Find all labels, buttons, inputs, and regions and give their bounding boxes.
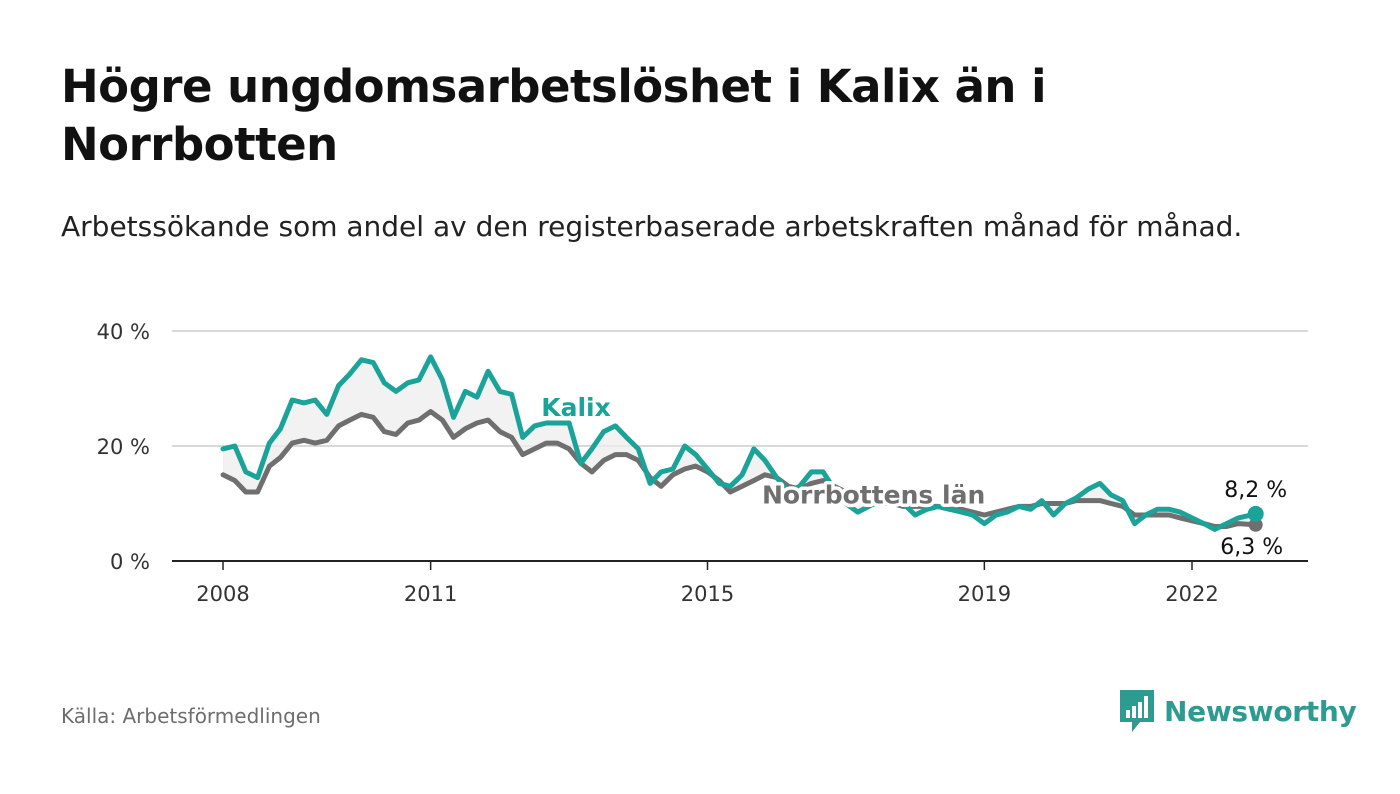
y-tick-label: 40 % xyxy=(97,320,150,344)
x-tick-label: 2019 xyxy=(958,582,1011,606)
series-line-kalix xyxy=(220,354,1259,532)
difference-area xyxy=(223,356,1256,530)
y-tick-label: 0 % xyxy=(110,550,150,574)
chart-subtitle: Arbetssökande som andel av den registerb… xyxy=(61,210,1243,243)
brand-logo: Newsworthy xyxy=(1118,688,1357,734)
y-tick-label: 20 % xyxy=(97,435,150,459)
end-point-norrbotten xyxy=(1248,517,1263,532)
newsworthy-logo-icon xyxy=(1120,690,1154,732)
end-point-kalix xyxy=(1247,505,1264,522)
source-note: Källa: Arbetsförmedlingen xyxy=(61,704,321,728)
x-tick-label: 2008 xyxy=(196,582,249,606)
series-line-norrbotten xyxy=(220,409,1259,529)
brand-name: Newsworthy xyxy=(1164,694,1357,728)
x-tick-label: 2011 xyxy=(404,582,457,606)
end-value-label-norrbotten: 6,3 % xyxy=(1220,535,1283,560)
end-value-label-kalix: 8,2 % xyxy=(1224,478,1287,503)
x-tick-label: 2015 xyxy=(681,582,734,606)
chart-title: Högre ungdomsarbetslöshet i Kalix än i N… xyxy=(61,60,1047,171)
x-tick-label: 2022 xyxy=(1165,582,1218,606)
series-label-kalix: Kalix xyxy=(541,393,611,422)
series-label-norrbotten: Norrbottens län xyxy=(762,481,985,510)
